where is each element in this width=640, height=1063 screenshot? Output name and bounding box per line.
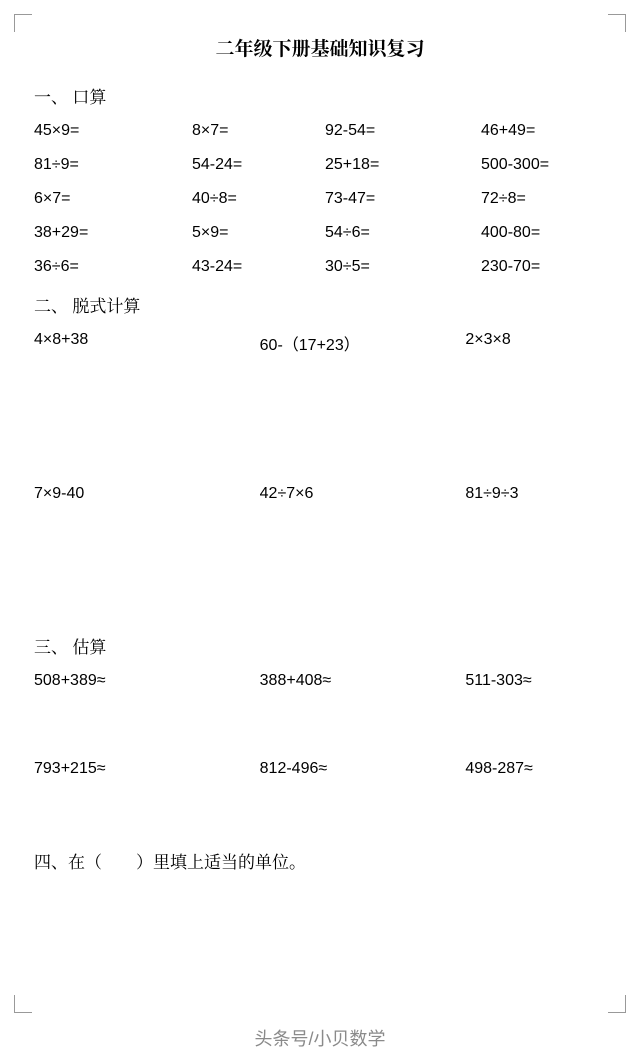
problem: 54-24=	[177, 156, 320, 174]
problem: 81÷9÷3	[415, 485, 606, 503]
step-calc-grid-1: 4×8+38 60-（17+23） 2×3×8	[34, 331, 606, 355]
problem: 25+18=	[320, 156, 463, 174]
problem: 40÷8=	[177, 190, 320, 208]
mental-math-grid: 45×9= 8×7= 92-54= 46+49= 81÷9= 54-24= 25…	[34, 122, 606, 276]
page-title: 二年级下册基础知识复习	[34, 34, 606, 61]
problem: 6×7=	[34, 190, 177, 208]
problem: 72÷8=	[463, 190, 606, 208]
section-2-heading: 二、 脱式计算	[34, 292, 606, 317]
problem: 500-300=	[463, 156, 606, 174]
problem: 511-303≈	[415, 672, 606, 690]
crop-mark-br	[608, 995, 626, 1013]
problem: 8×7=	[177, 122, 320, 140]
problem: 400-80=	[463, 224, 606, 242]
problem: 498-287≈	[415, 760, 606, 778]
problem: 45×9=	[34, 122, 177, 140]
problem: 54÷6=	[320, 224, 463, 242]
problem: 60-（17+23）	[225, 331, 416, 355]
problem: 81÷9=	[34, 156, 177, 174]
problem: 92-54=	[320, 122, 463, 140]
section-1-heading: 一、 口算	[34, 83, 606, 108]
step-calc-grid-2: 7×9-40 42÷7×6 81÷9÷3	[34, 485, 606, 503]
problem: 230-70=	[463, 258, 606, 276]
footer-credit: 头条号/小贝数学	[0, 1025, 640, 1051]
problem: 73-47=	[320, 190, 463, 208]
problem: 508+389≈	[34, 672, 225, 690]
crop-mark-bl	[14, 995, 32, 1013]
problem: 46+49=	[463, 122, 606, 140]
crop-mark-tl	[14, 14, 32, 32]
section-4-heading: 四、在（ ）里填上适当的单位。	[34, 848, 606, 873]
problem: 36÷6=	[34, 258, 177, 276]
problem: 42÷7×6	[225, 485, 416, 503]
problem: 7×9-40	[34, 485, 225, 503]
problem: 38+29=	[34, 224, 177, 242]
problem: 2×3×8	[415, 331, 606, 355]
estimate-grid-1: 508+389≈ 388+408≈ 511-303≈	[34, 672, 606, 690]
problem: 4×8+38	[34, 331, 225, 355]
worksheet-page: 二年级下册基础知识复习 一、 口算 45×9= 8×7= 92-54= 46+4…	[34, 34, 606, 887]
problem: 793+215≈	[34, 760, 225, 778]
problem: 388+408≈	[225, 672, 416, 690]
crop-mark-tr	[608, 14, 626, 32]
problem: 30÷5=	[320, 258, 463, 276]
problem: 5×9=	[177, 224, 320, 242]
section-3-heading: 三、 估算	[34, 633, 606, 658]
estimate-grid-2: 793+215≈ 812-496≈ 498-287≈	[34, 760, 606, 778]
problem: 43-24=	[177, 258, 320, 276]
problem: 812-496≈	[225, 760, 416, 778]
